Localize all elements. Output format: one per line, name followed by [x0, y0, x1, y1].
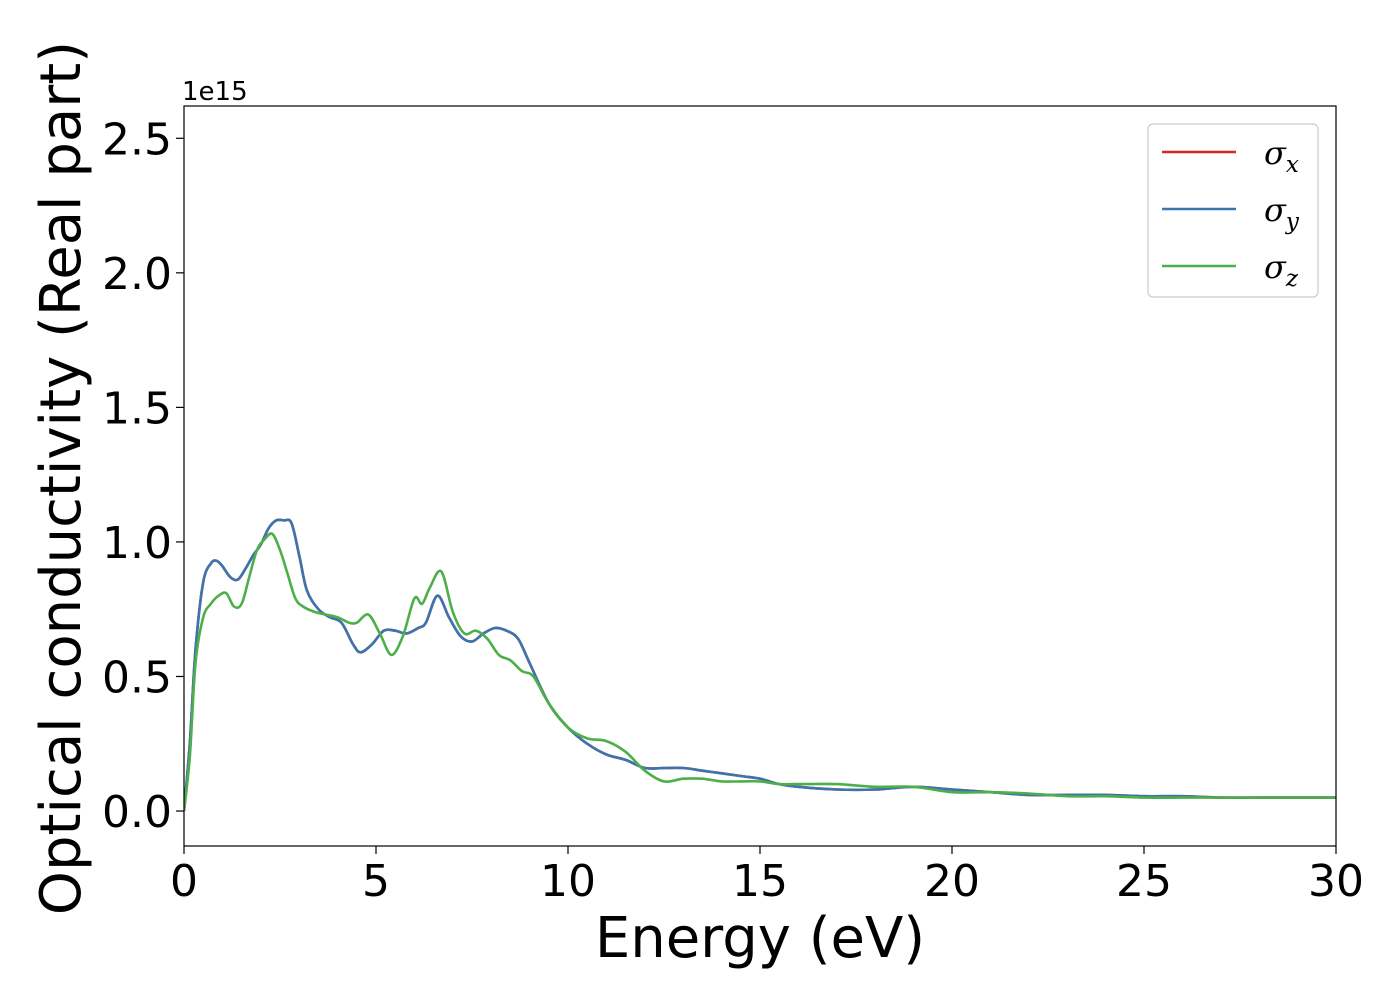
y-offset-label: 1e15: [182, 77, 248, 107]
y-tick-label: 0.5: [102, 652, 172, 703]
x-tick-label: 0: [170, 856, 198, 907]
x-tick-label: 30: [1308, 856, 1364, 907]
x-tick-label: 20: [924, 856, 980, 907]
series-line-z: [184, 532, 1336, 812]
y-axis: 0.0 0.5 1.0 1.5 2.0 2.5: [102, 114, 184, 838]
x-tick-label: 5: [362, 856, 390, 907]
legend-subscript: x: [1286, 152, 1299, 178]
legend-subscript: y: [1285, 209, 1300, 235]
legend-subscript: z: [1285, 266, 1299, 292]
y-tick-label: 2.5: [102, 114, 172, 165]
y-tick-label: 1.0: [102, 518, 172, 569]
legend-label-x: σx: [1264, 134, 1299, 178]
y-tick-label: 0.0: [102, 787, 172, 838]
legend-symbol: σ: [1264, 191, 1287, 229]
legend-symbol: σ: [1264, 134, 1287, 172]
y-tick-label: 1.5: [102, 383, 172, 434]
x-tick-label: 25: [1116, 856, 1172, 907]
x-tick-label: 10: [540, 856, 596, 907]
y-tick-label: 2.0: [102, 249, 172, 300]
legend-symbol: σ: [1264, 248, 1287, 286]
series-group: [184, 518, 1336, 812]
x-axis: 0 5 10 15 20 25 30: [170, 846, 1364, 907]
y-axis-label: Optical conductivity (Real part): [29, 41, 94, 915]
x-axis-label: Energy (eV): [595, 906, 925, 971]
legend-label-y: σy: [1264, 191, 1300, 235]
legend-label-z: σz: [1264, 248, 1299, 292]
plot-area: [184, 106, 1336, 846]
x-tick-label: 15: [732, 856, 788, 907]
legend-box: [1147, 123, 1319, 298]
